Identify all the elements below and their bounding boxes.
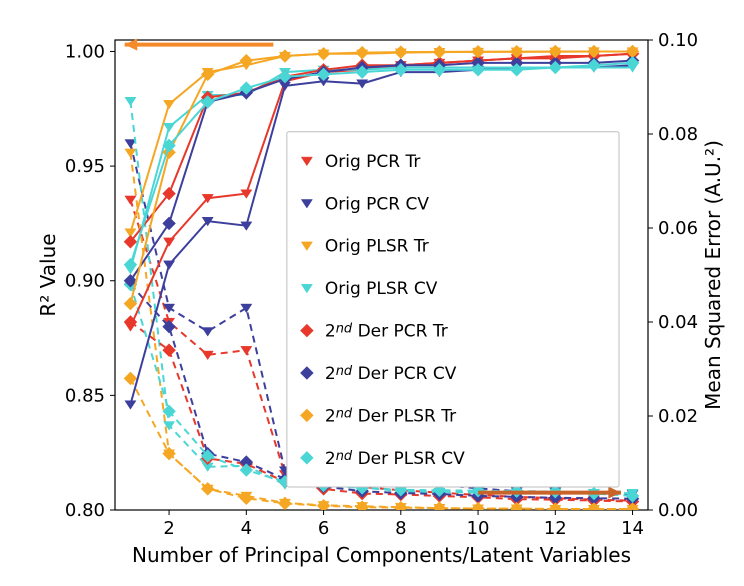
x-axis-label: Number of Principal Components/Latent Va… <box>132 543 631 567</box>
y-right-tick-label: 0.02 <box>658 406 698 427</box>
chart-root: 2 4 6 8 10 12 14 0.80 0.85 0.90 0.95 1.00 0.00 0.02 0.… <box>0 0 744 586</box>
x-tick-label: 2 <box>163 518 174 539</box>
y-left-axis-label: R² Value <box>36 233 60 316</box>
x-tick-label: 4 <box>241 518 252 539</box>
legend-box <box>287 132 619 487</box>
y-left-tick-label: 1.00 <box>65 41 105 62</box>
y-right-axis-label: Mean Squared Error (A.U.²) <box>701 140 725 410</box>
y-right-tick-label: 0.00 <box>658 500 698 521</box>
y-left-tick-label: 0.90 <box>65 271 105 292</box>
chart-svg: 2 4 6 8 10 12 14 0.80 0.85 0.90 0.95 1.00 0.00 0.02 0.… <box>0 0 744 586</box>
x-tick-label: 14 <box>621 518 644 539</box>
x-tick-label: 8 <box>395 518 406 539</box>
legend-item-label: Orig PCR Tr <box>325 152 421 172</box>
legend-item-label: Orig PLSR CV <box>325 279 438 299</box>
legend-item-label: Orig PLSR Tr <box>325 237 429 257</box>
x-tick-label: 6 <box>318 518 329 539</box>
x-tick-label: 12 <box>544 518 567 539</box>
y-right-tick-label: 0.10 <box>658 30 698 51</box>
legend-item-label: Orig PCR CV <box>325 194 429 214</box>
y-right-tick-label: 0.08 <box>658 124 698 145</box>
y-right-tick-label: 0.04 <box>658 312 698 333</box>
y-right-tick-label: 0.06 <box>658 218 698 239</box>
y-left-tick-label: 0.85 <box>65 385 105 406</box>
y-left-tick-label: 0.95 <box>65 156 105 177</box>
y-left-tick-label: 0.80 <box>65 500 105 521</box>
x-tick-label: 10 <box>467 518 490 539</box>
